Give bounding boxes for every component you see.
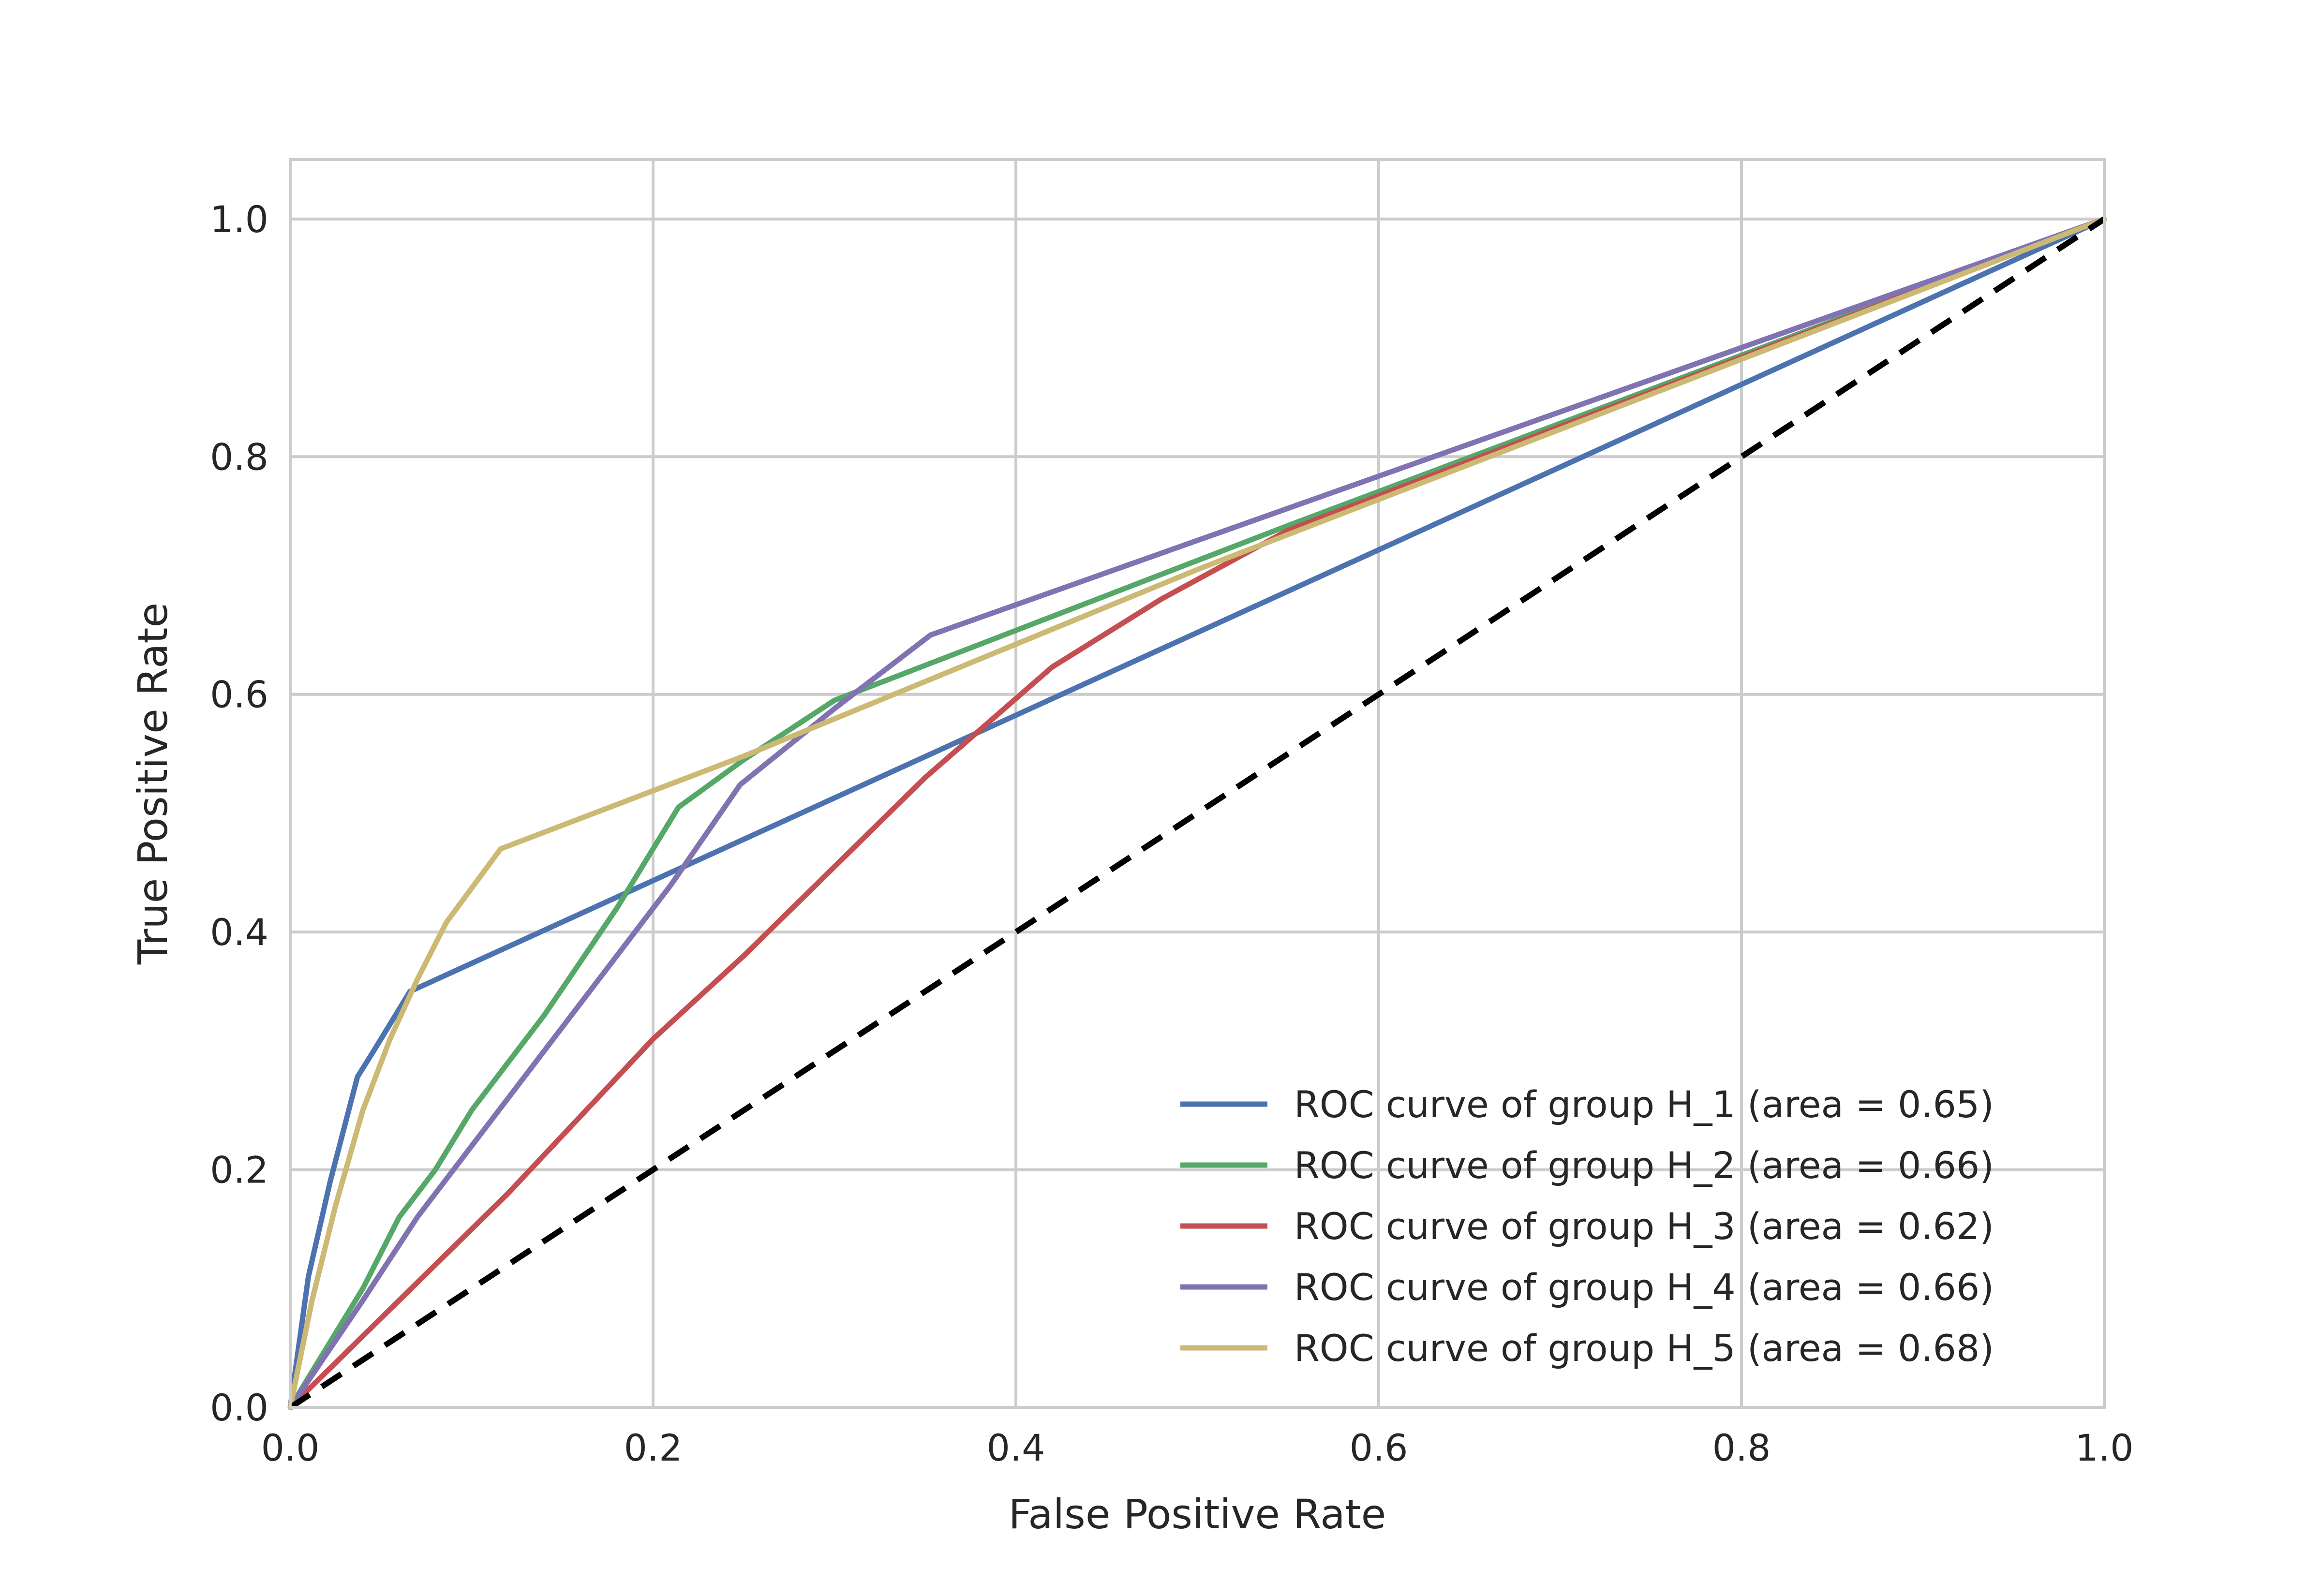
roc-curve-4: [287, 216, 2107, 1410]
x-tick-label: 0.4: [987, 1426, 1045, 1469]
legend-entry-label: ROC curve of group H_2 (area = 0.66): [1294, 1144, 1994, 1187]
y-tick-label: 0.2: [210, 1149, 268, 1192]
reference-diagonal-line: [288, 216, 2106, 1410]
plot-area: [290, 160, 2104, 1407]
x-tick-label: 0.0: [261, 1426, 320, 1469]
y-tick-label: 0.8: [210, 435, 268, 478]
legend-entry-label: ROC curve of group H_3 (area = 0.62): [1294, 1205, 1994, 1248]
legend: ROC curve of group H_1 (area = 0.65) ROC …: [1180, 1083, 1994, 1370]
plot-frame: [289, 158, 2106, 1409]
x-tick-labels: 0.0 0.2 0.4 0.6 0.8 1.0: [261, 1426, 2134, 1469]
roc-curve-3: [287, 216, 2107, 1410]
legend-entry-label: ROC curve of group H_5 (area = 0.68): [1294, 1327, 1994, 1370]
x-axis-label: False Positive Rate: [1009, 1491, 1386, 1538]
y-tick-label: 0.4: [210, 911, 268, 954]
legend-entry-label: ROC curve of group H_1 (area = 0.65): [1294, 1083, 1994, 1126]
x-tick-label: 0.2: [624, 1426, 683, 1469]
y-tick-label: 0.6: [210, 673, 268, 716]
legend-entry-label: ROC curve of group H_4 (area = 0.66): [1294, 1266, 1994, 1309]
y-tick-label: 0.0: [210, 1386, 268, 1429]
roc-curve-5: [287, 216, 2107, 1410]
x-tick-label: 0.6: [1350, 1426, 1408, 1469]
y-tick-label: 1.0: [210, 198, 268, 241]
roc-curve-2: [287, 216, 2107, 1410]
y-tick-labels: 0.0 0.2 0.4 0.6 0.8 1.0: [210, 198, 268, 1429]
roc-curves: [287, 216, 2107, 1410]
y-axis-label: True Positive Rate: [129, 603, 177, 965]
x-tick-label: 0.8: [1712, 1426, 1771, 1469]
x-tick-label: 1.0: [2075, 1426, 2134, 1469]
